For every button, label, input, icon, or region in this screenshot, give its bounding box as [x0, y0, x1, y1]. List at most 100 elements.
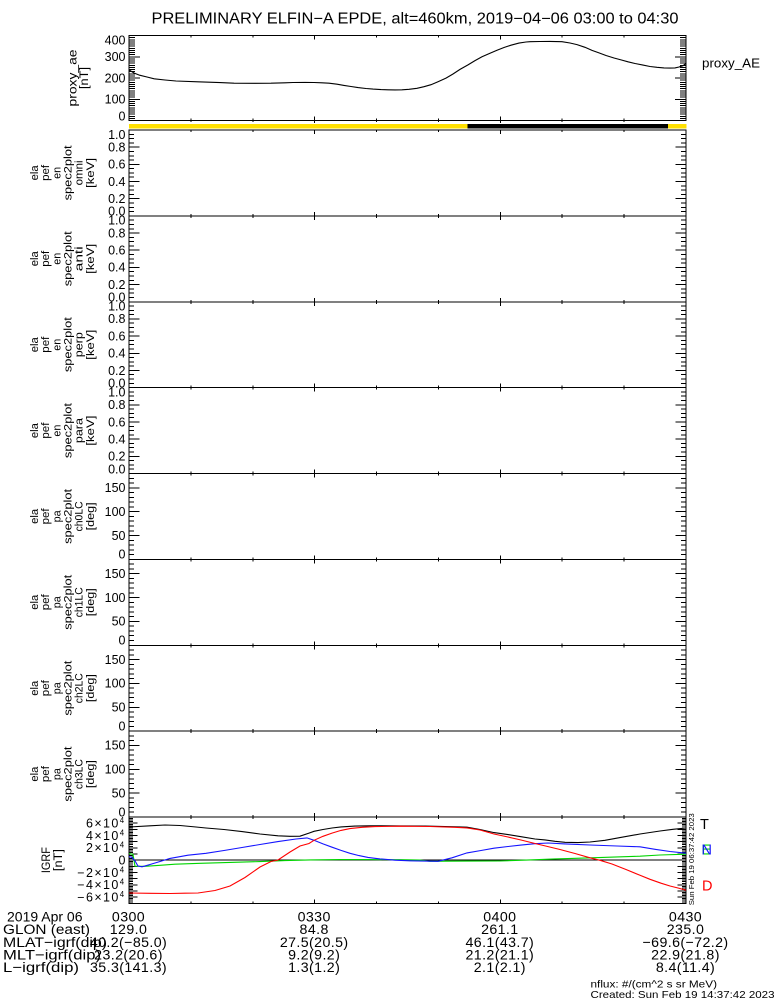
svg-text:35.3(141.3): 35.3(141.3) [90, 960, 167, 976]
svg-text:pef: pef [40, 679, 52, 696]
svg-text:proxy_ae: proxy_ae [68, 50, 80, 107]
svg-text:ela: ela [29, 508, 41, 524]
svg-text:spec2plot: spec2plot [63, 747, 75, 802]
svg-text:ch0LC: ch0LC [74, 501, 86, 531]
svg-text:100: 100 [105, 505, 126, 519]
svg-text:pef: pef [40, 336, 52, 353]
svg-text:D: D [702, 879, 712, 895]
svg-text:50: 50 [112, 529, 126, 543]
svg-text:Created: Sun Feb 19 14:37:42 2: Created: Sun Feb 19 14:37:42 2023 [591, 990, 775, 1000]
svg-text:0: 0 [119, 719, 126, 733]
svg-text:6×104: 6×104 [86, 816, 126, 831]
svg-text:pa: pa [51, 510, 63, 523]
svg-text:0.2: 0.2 [108, 450, 125, 464]
svg-text:100: 100 [105, 677, 126, 691]
svg-text:[deg]: [deg] [85, 502, 97, 530]
svg-text:0.0: 0.0 [108, 376, 125, 390]
svg-text:150: 150 [105, 481, 126, 495]
svg-text:[deg]: [deg] [85, 760, 97, 788]
svg-text:[deg]: [deg] [85, 588, 97, 616]
svg-text:en: en [51, 253, 63, 265]
svg-text:100: 100 [105, 93, 126, 107]
svg-text:Sun Feb 19 06:37:42 2023: Sun Feb 19 06:37:42 2023 [687, 813, 696, 905]
svg-text:spec2plot: spec2plot [63, 231, 75, 286]
svg-text:235.0: 235.0 [667, 922, 705, 938]
svg-text:300: 300 [105, 50, 126, 64]
svg-text:0: 0 [119, 109, 126, 123]
svg-text:pef: pef [40, 250, 52, 267]
svg-text:100: 100 [105, 763, 126, 777]
svg-text:spec2plot: spec2plot [63, 317, 75, 372]
svg-text:0.2: 0.2 [108, 364, 125, 378]
svg-text:0.6: 0.6 [108, 158, 125, 172]
svg-text:0.6: 0.6 [108, 244, 125, 258]
svg-text:[nT]: [nT] [79, 67, 91, 89]
svg-text:pef: pef [40, 765, 52, 782]
svg-text:N: N [702, 843, 712, 859]
svg-text:2.1(2.1): 2.1(2.1) [474, 960, 526, 976]
svg-text:0.8: 0.8 [108, 226, 125, 240]
svg-text:MLT−igrf(dip): MLT−igrf(dip) [3, 948, 101, 964]
svg-text:40.2(−85.0): 40.2(−85.0) [90, 935, 167, 951]
svg-text:0300: 0300 [112, 909, 145, 925]
svg-text:0: 0 [119, 853, 126, 867]
svg-text:0.8: 0.8 [108, 398, 125, 412]
svg-text:[keV]: [keV] [85, 416, 97, 446]
svg-text:[keV]: [keV] [85, 330, 97, 360]
svg-text:omni: omni [74, 160, 86, 185]
svg-text:8.4(11.4): 8.4(11.4) [656, 960, 715, 976]
svg-text:[deg]: [deg] [85, 674, 97, 702]
svg-text:en: en [51, 339, 63, 351]
svg-text:para: para [74, 417, 86, 443]
svg-text:46.1(43.7): 46.1(43.7) [465, 935, 534, 951]
svg-text:129.0: 129.0 [110, 922, 148, 938]
svg-text:0.0: 0.0 [108, 291, 125, 305]
svg-text:0: 0 [119, 805, 126, 819]
svg-text:ch1LC: ch1LC [74, 587, 86, 617]
svg-text:50: 50 [112, 701, 126, 715]
svg-text:pef: pef [40, 164, 52, 181]
svg-text:0400: 0400 [483, 909, 516, 925]
svg-text:ela: ela [29, 422, 41, 438]
svg-text:ela: ela [29, 594, 41, 610]
svg-text:−2×104: −2×104 [77, 865, 125, 880]
svg-text:−69.6(−72.2): −69.6(−72.2) [642, 935, 728, 951]
svg-text:pa: pa [51, 681, 63, 694]
svg-text:ch2LC: ch2LC [74, 673, 86, 703]
svg-text:261.1: 261.1 [481, 922, 519, 938]
svg-text:27.5(20.5): 27.5(20.5) [280, 935, 349, 951]
svg-text:[keV]: [keV] [85, 158, 97, 188]
svg-text:IGRF: IGRF [41, 847, 53, 873]
svg-text:PRELIMINARY ELFIN−A EPDE, alt=: PRELIMINARY ELFIN−A EPDE, alt=460km, 201… [152, 11, 679, 28]
svg-text:MLAT−igrf(dip): MLAT−igrf(dip) [3, 935, 107, 951]
svg-text:200: 200 [105, 71, 126, 85]
svg-text:T: T [700, 817, 709, 833]
svg-text:0.4: 0.4 [108, 261, 125, 275]
svg-text:GLON (east): GLON (east) [3, 922, 90, 938]
svg-text:spec2plot: spec2plot [63, 145, 75, 200]
svg-text:2019 Apr 06: 2019 Apr 06 [7, 909, 83, 925]
svg-text:0330: 0330 [298, 909, 331, 925]
svg-text:150: 150 [105, 739, 126, 753]
svg-text:ela: ela [29, 165, 41, 181]
svg-text:pef: pef [40, 507, 52, 524]
svg-text:perp: perp [74, 332, 86, 357]
svg-text:0.4: 0.4 [108, 175, 125, 189]
svg-text:50: 50 [112, 615, 126, 629]
svg-text:pa: pa [51, 595, 63, 608]
svg-text:0: 0 [119, 548, 126, 562]
svg-text:0.0: 0.0 [108, 462, 125, 476]
svg-text:2×104: 2×104 [86, 841, 126, 856]
svg-text:0430: 0430 [669, 909, 702, 925]
svg-text:nflux: #/(cm^2 s sr MeV): nflux: #/(cm^2 s sr MeV) [591, 980, 718, 991]
svg-text:22.9(21.8): 22.9(21.8) [651, 948, 720, 964]
svg-text:proxy_AE: proxy_AE [702, 57, 760, 71]
svg-text:en: en [51, 425, 63, 437]
svg-text:23.2(20.6): 23.2(20.6) [94, 948, 163, 964]
svg-text:0.4: 0.4 [108, 432, 125, 446]
svg-text:1.0: 1.0 [108, 385, 125, 399]
svg-text:spec2plot: spec2plot [63, 661, 75, 716]
svg-text:−4×104: −4×104 [77, 878, 125, 893]
svg-text:E: E [702, 843, 712, 859]
svg-text:spec2plot: spec2plot [63, 489, 75, 544]
